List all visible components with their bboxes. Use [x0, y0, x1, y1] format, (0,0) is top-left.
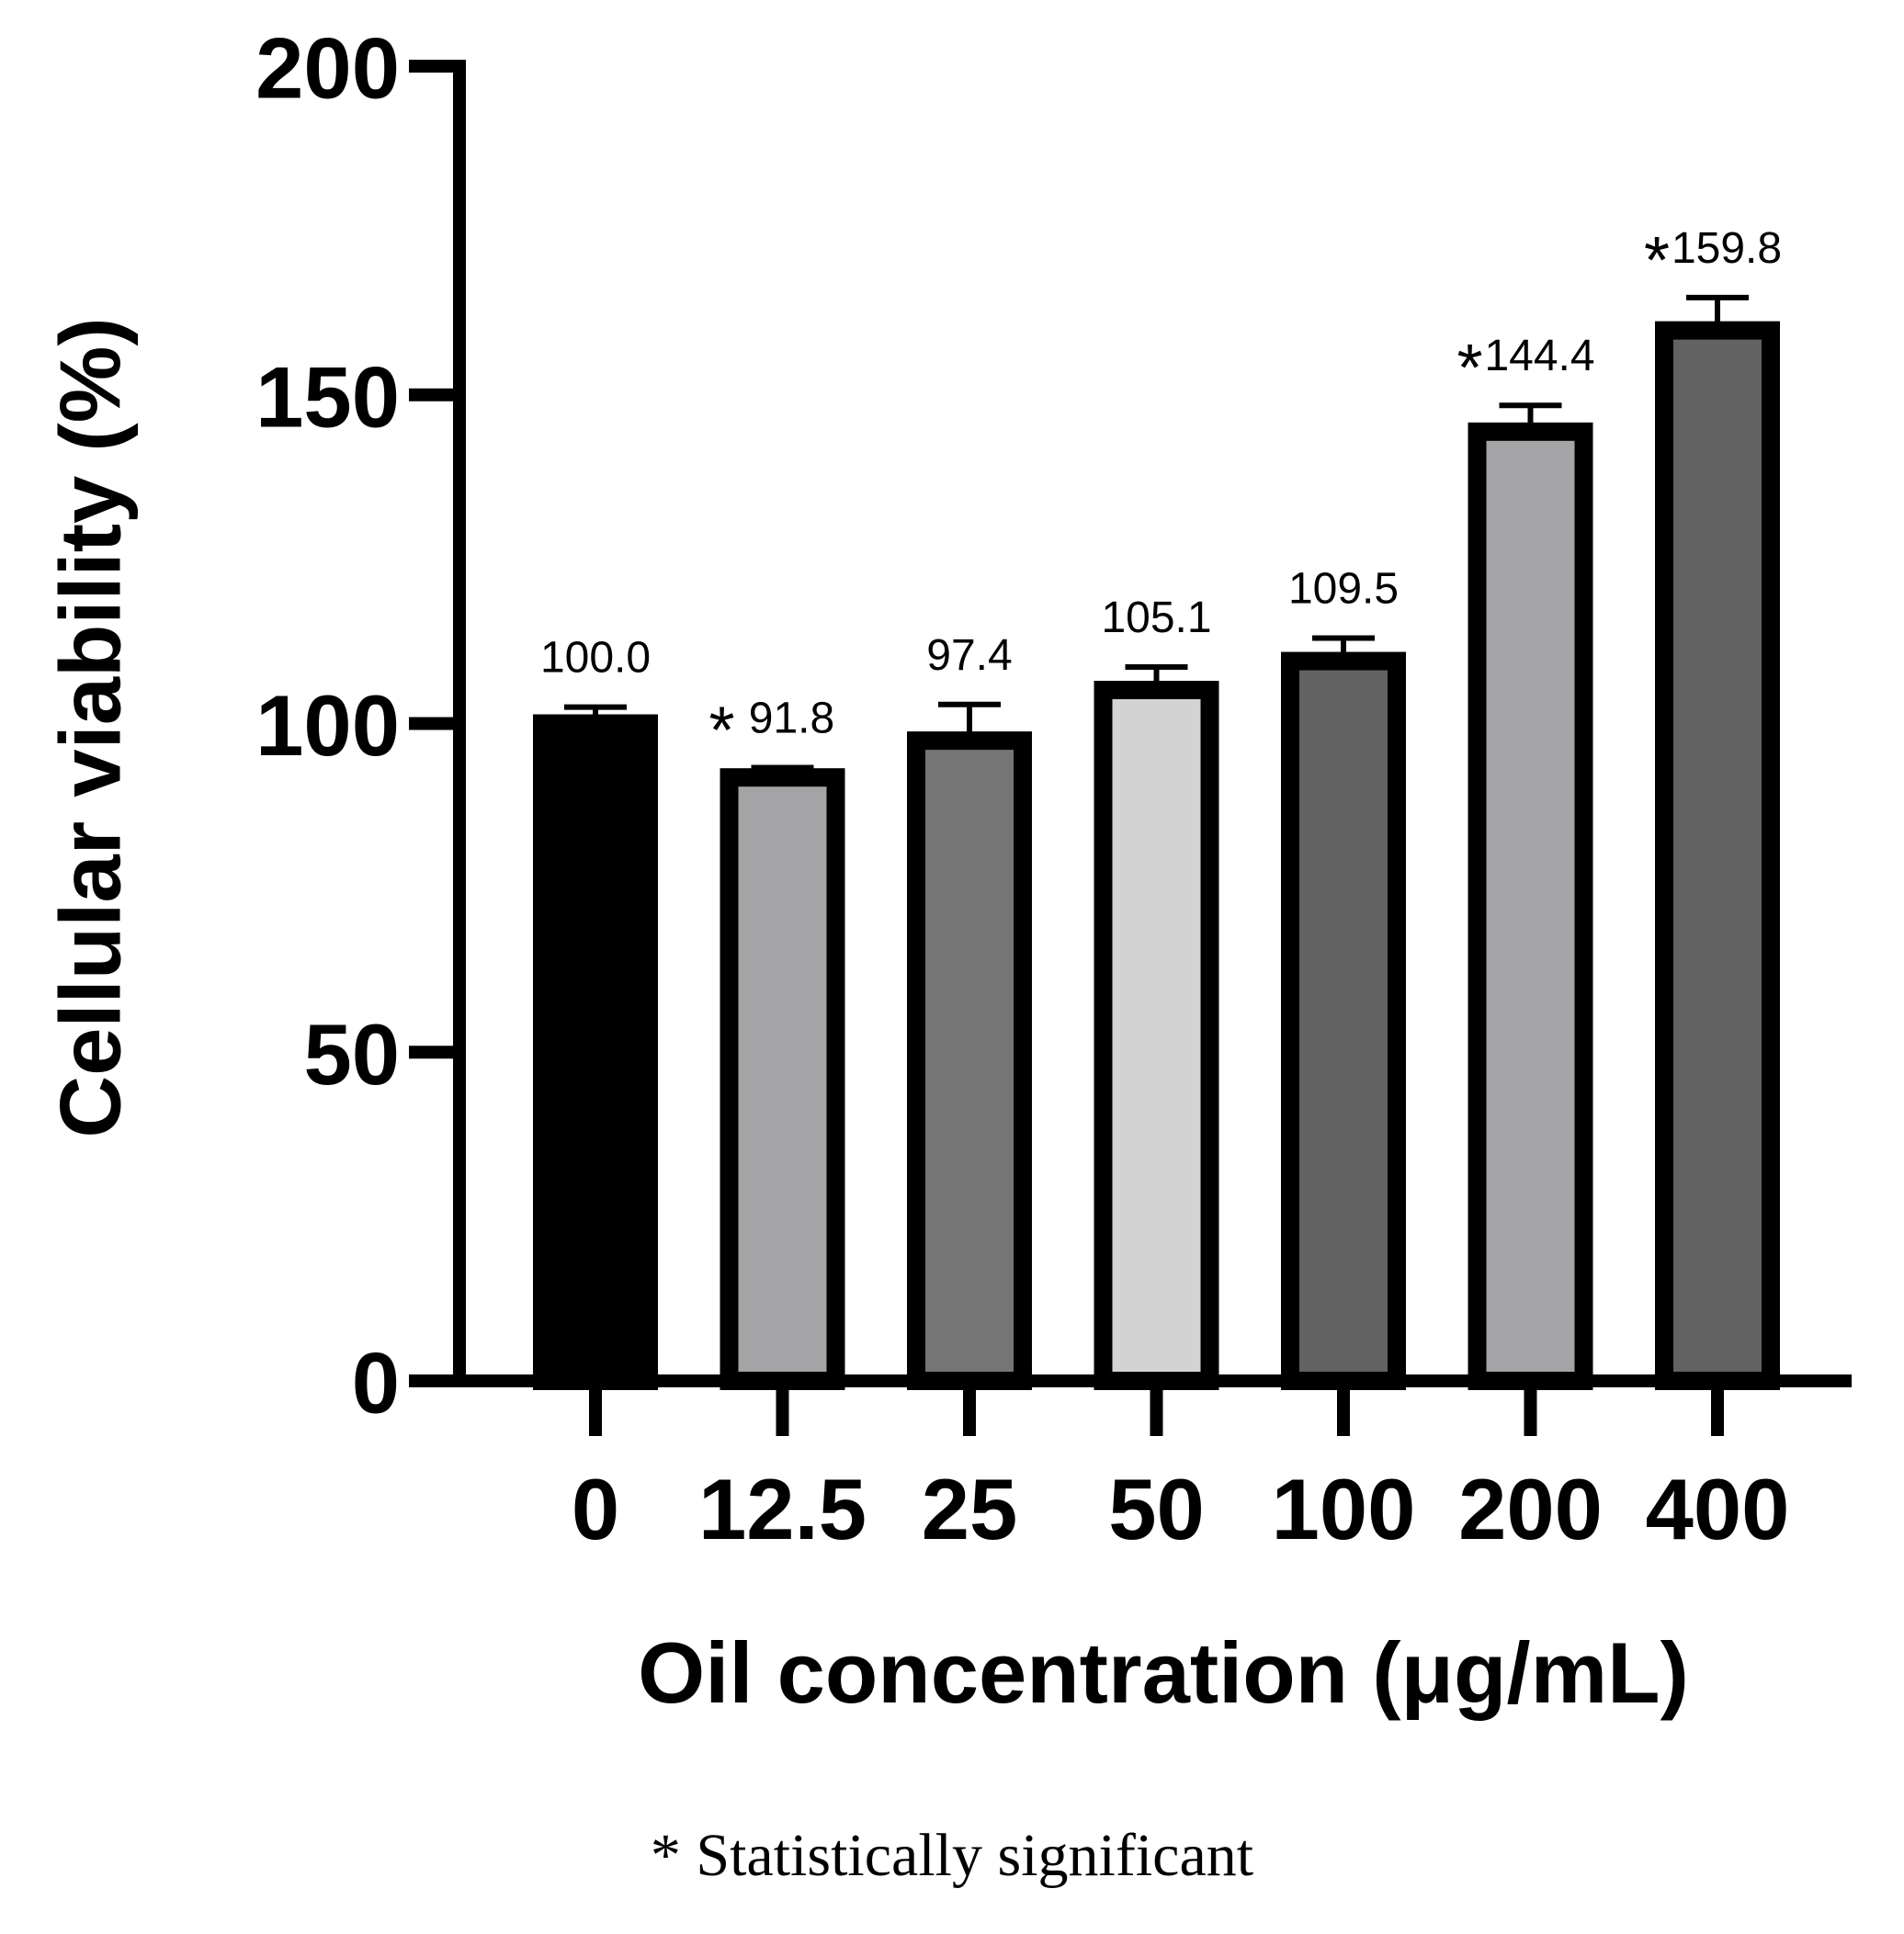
bar	[1655, 321, 1780, 1391]
y-tick-label: 50	[303, 1006, 400, 1103]
bar	[1468, 422, 1593, 1390]
x-tick-label: 400	[1646, 1461, 1790, 1557]
bar	[1281, 651, 1406, 1390]
x-tick-label: 25	[922, 1461, 1018, 1557]
y-axis-title: Cellular viability (%)	[42, 317, 139, 1137]
y-tick-label: 0	[352, 1335, 400, 1431]
significance-star: *	[708, 694, 734, 767]
footnote: * Statistically significant	[650, 1822, 1254, 1889]
bar	[907, 731, 1032, 1390]
x-tick-label: 12.5	[698, 1461, 867, 1557]
data-label: 100.0	[540, 634, 651, 683]
x-tick-label: 50	[1108, 1461, 1205, 1557]
data-label: 144.4	[1484, 332, 1594, 380]
y-tick-label: 200	[255, 20, 400, 117]
data-label: 105.1	[1101, 594, 1211, 642]
x-axis-ticks: 0 12.5 25 50 100 200 400	[572, 1381, 1790, 1557]
bar	[533, 714, 658, 1390]
data-label: 109.5	[1288, 564, 1399, 613]
data-label: 159.8	[1672, 224, 1782, 273]
significance-star: *	[1456, 332, 1482, 405]
y-tick-label: 100	[255, 677, 400, 774]
y-axis-ticks: 0 50 100 150 200	[255, 20, 459, 1431]
bar	[720, 768, 845, 1390]
x-axis-title: Oil concentration (μg/mL)	[638, 1624, 1689, 1721]
x-tick-label: 0	[572, 1461, 619, 1557]
data-label: 97.4	[926, 631, 1012, 680]
x-tick-label: 200	[1458, 1461, 1603, 1557]
y-tick-label: 150	[255, 348, 400, 445]
significance-star: *	[1644, 224, 1670, 298]
data-label: 91.8	[749, 694, 834, 742]
x-tick-label: 100	[1272, 1461, 1416, 1557]
bar	[1094, 681, 1219, 1390]
